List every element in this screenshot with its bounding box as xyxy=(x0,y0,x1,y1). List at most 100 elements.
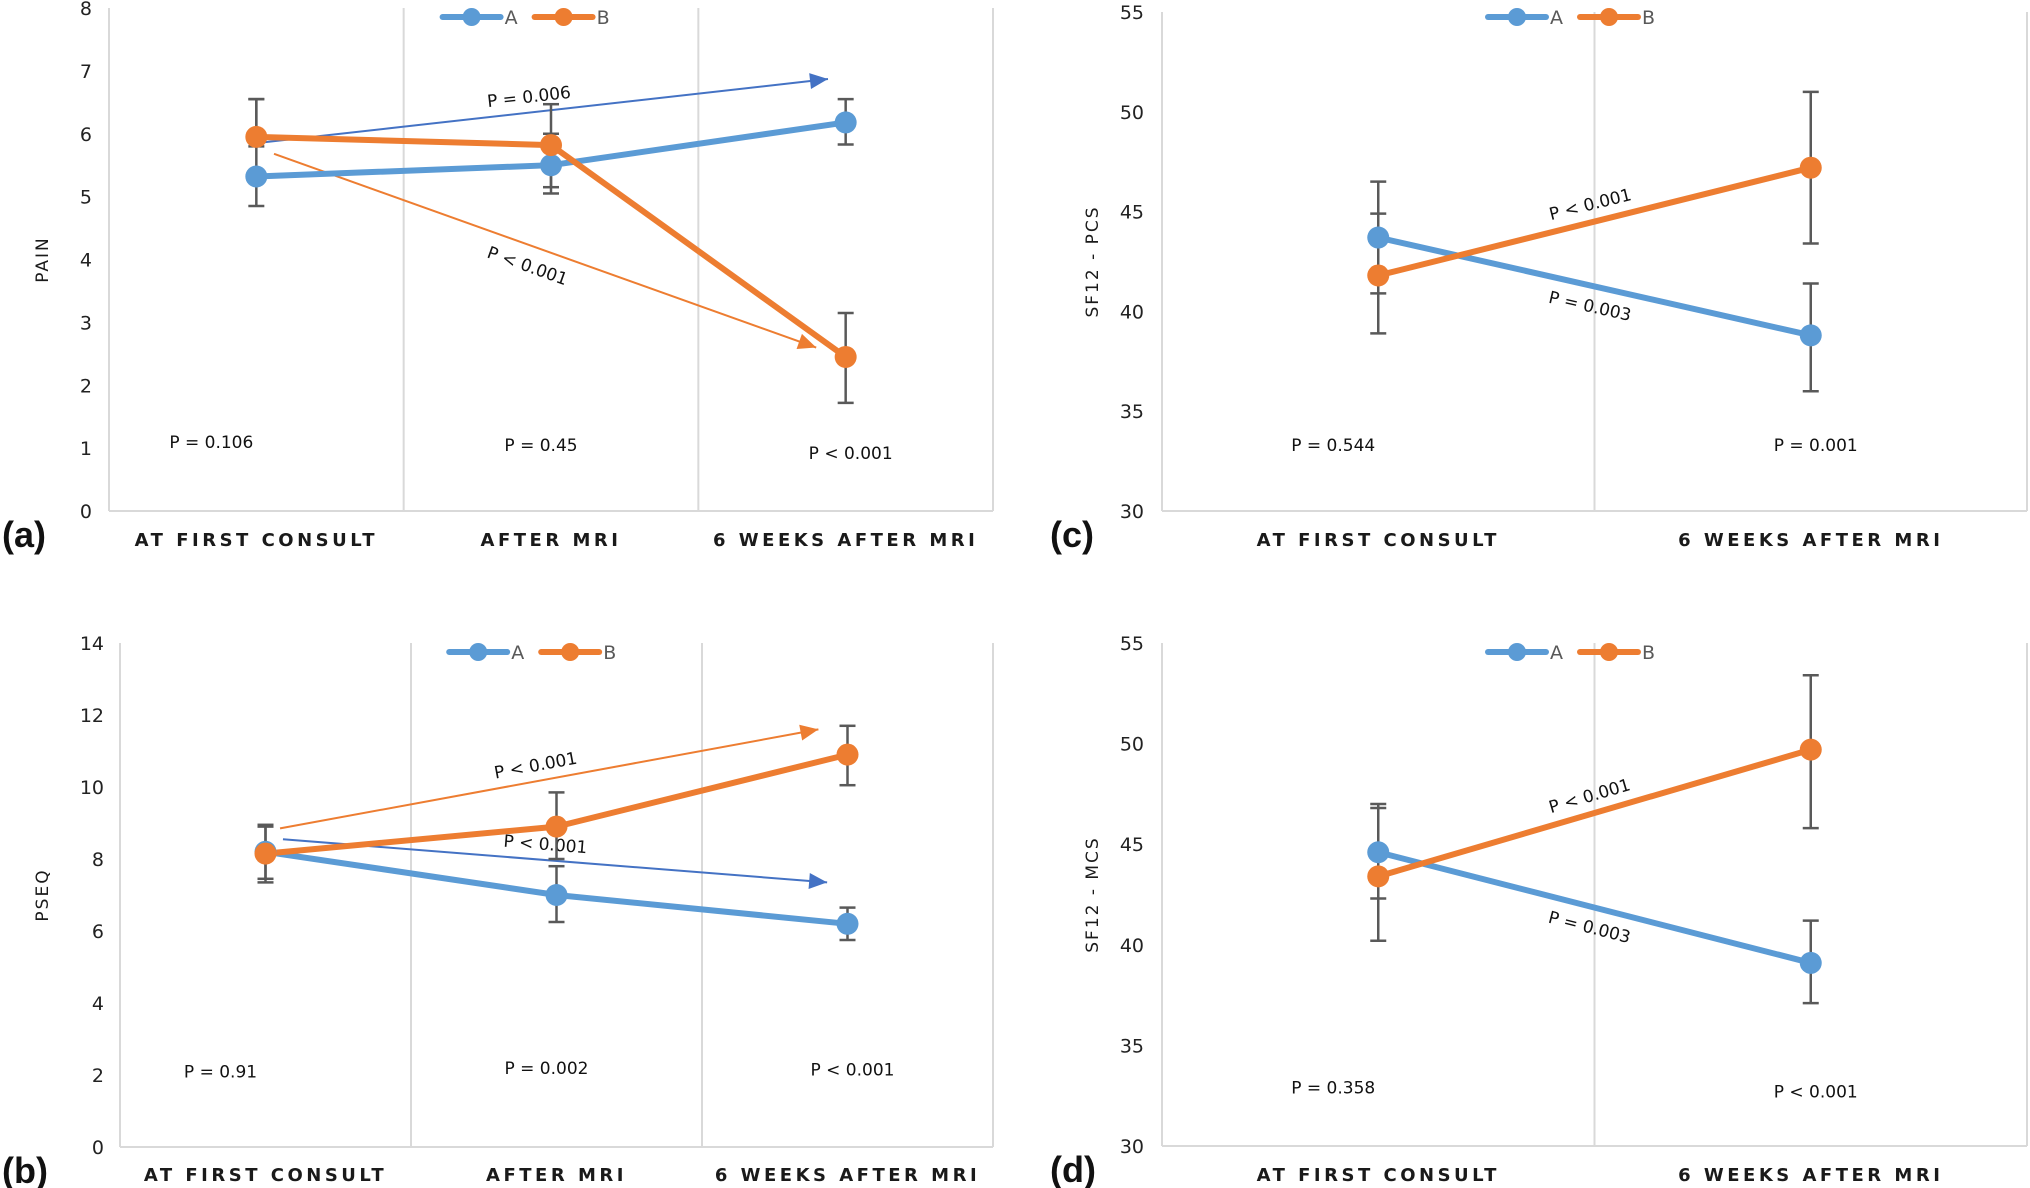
x-category-label: AT FIRST CONSULT xyxy=(135,530,378,551)
group-p-value: P = 0.91 xyxy=(184,1062,257,1082)
legend-label-B: B xyxy=(597,7,610,29)
group-p-value: P = 0.002 xyxy=(505,1059,589,1079)
data-point-B xyxy=(1367,264,1390,287)
y-tick-label: 1 xyxy=(80,438,92,460)
data-point-B xyxy=(254,842,277,865)
y-tick-label: 30 xyxy=(1120,501,1144,523)
series-line-A xyxy=(1377,849,1812,966)
group-p-value: P < 0.001 xyxy=(811,1061,895,1081)
trend-arrow-B xyxy=(279,728,819,830)
x-category-label: AT FIRST CONSULT xyxy=(1257,530,1500,551)
x-category-label: AT FIRST CONSULT xyxy=(1257,1165,1500,1186)
group-p-value: P = 0.001 xyxy=(1774,436,1858,456)
y-tick-label: 10 xyxy=(80,777,104,799)
data-point-A xyxy=(245,165,268,188)
y-axis-title: SF12 - PCS xyxy=(1083,205,1103,317)
group-p-value: P < 0.001 xyxy=(1774,1083,1858,1103)
group-p-value: P = 0.544 xyxy=(1291,436,1375,456)
trend-arrow-A xyxy=(256,78,829,145)
y-tick-label: 45 xyxy=(1120,834,1144,856)
panel-label: (a) xyxy=(2,514,46,555)
y-tick-label: 40 xyxy=(1120,301,1144,323)
data-point-A xyxy=(1367,841,1390,864)
panel-label: (c) xyxy=(1050,514,1094,555)
y-tick-label: 0 xyxy=(92,1137,104,1159)
data-point-A xyxy=(545,884,568,906)
group-p-value: P = 0.45 xyxy=(504,436,577,456)
y-tick-label: 0 xyxy=(80,501,92,523)
y-tick-label: 30 xyxy=(1120,1136,1144,1158)
panel-d-sf12-mcs-chart: 30 35 40 45 50 55 AT FIRST CONSULT 6 WEEKS AFTE… xyxy=(1050,633,2028,1188)
legend-marker-B xyxy=(561,643,580,661)
group-p-value: P < 0.001 xyxy=(809,444,893,464)
x-category-label: AT FIRST CONSULT xyxy=(144,1165,387,1186)
data-point-B xyxy=(545,815,568,838)
x-category-label: 6 WEEKS AFTER MRI xyxy=(715,1165,980,1186)
data-point-B xyxy=(1367,865,1390,888)
y-tick-label: 7 xyxy=(80,61,92,83)
y-axis-title: SF12 - MCS xyxy=(1083,836,1103,952)
line-p-value-B: P < 0.001 xyxy=(1547,185,1633,225)
legend-marker-A xyxy=(1508,8,1526,26)
trend-p-value: P < 0.001 xyxy=(503,832,588,859)
data-point-A xyxy=(1799,951,1822,974)
legend-label-A: A xyxy=(1550,642,1563,664)
y-tick-label: 2 xyxy=(92,1065,104,1087)
y-tick-label: 5 xyxy=(80,187,92,209)
legend-label-B: B xyxy=(1642,642,1655,664)
y-tick-label: 8 xyxy=(80,0,92,20)
trend-p-value: P < 0.001 xyxy=(484,243,570,290)
y-axis-title: PAIN xyxy=(33,236,53,283)
data-point-B xyxy=(834,345,857,368)
y-tick-label: 50 xyxy=(1120,102,1144,124)
y-tick-label: 6 xyxy=(80,124,92,146)
y-tick-label: 55 xyxy=(1120,633,1144,655)
data-point-A xyxy=(1367,226,1390,249)
y-tick-label: 55 xyxy=(1120,2,1144,24)
y-tick-label: 35 xyxy=(1120,401,1144,423)
group-p-value: P = 0.106 xyxy=(169,433,253,453)
data-point-B xyxy=(245,125,268,148)
x-category-label: AFTER MRI xyxy=(481,530,622,551)
data-point-B xyxy=(540,134,562,157)
y-tick-label: 4 xyxy=(80,250,92,272)
data-point-B xyxy=(1799,738,1822,761)
y-tick-label: 35 xyxy=(1120,1035,1144,1057)
y-tick-label: 50 xyxy=(1120,734,1144,756)
x-category-label: 6 WEEKS AFTER MRI xyxy=(1678,1165,1943,1186)
legend-marker-A xyxy=(462,8,481,26)
legend-label-A: A xyxy=(1550,7,1563,29)
x-category-label: 6 WEEKS AFTER MRI xyxy=(713,530,978,551)
y-tick-label: 14 xyxy=(80,633,104,655)
series-line-B xyxy=(1377,746,1812,880)
y-axis-title: PSEQ xyxy=(33,868,53,921)
trend-arrow-B xyxy=(273,152,817,349)
legend-label-B: B xyxy=(603,642,616,664)
y-tick-label: 3 xyxy=(80,312,92,334)
panel-label: (b) xyxy=(2,1150,48,1188)
y-tick-label: 2 xyxy=(80,375,92,397)
y-tick-label: 12 xyxy=(80,705,104,727)
legend-label-B: B xyxy=(1642,7,1655,29)
panel-a-pain-chart: 0 1 2 3 4 5 6 7 8 AT FIRST CONSULT AFTER MRI 6 WEEK… xyxy=(2,0,994,555)
panel-b-pseq-chart: 0 2 4 6 8 10 12 14 AT FIRST CONSULT AFTER MRI 6 WE… xyxy=(2,633,994,1188)
panel-c-sf12-pcs-chart: 30 35 40 45 50 55 AT FIRST CONSULT 6 WEEKS AFTE… xyxy=(1050,2,2028,555)
data-point-A xyxy=(540,154,562,177)
x-category-label: 6 WEEKS AFTER MRI xyxy=(1678,530,1943,551)
trend-arrowhead-B xyxy=(796,333,817,350)
legend-label-A: A xyxy=(505,7,518,29)
data-point-B xyxy=(1799,156,1822,179)
panel-label: (d) xyxy=(1050,1149,1096,1188)
legend-marker-A xyxy=(469,643,488,661)
trend-arrowhead-A xyxy=(808,873,828,889)
group-p-value: P = 0.358 xyxy=(1291,1079,1375,1099)
y-tick-label: 6 xyxy=(92,921,104,943)
y-tick-label: 4 xyxy=(92,993,104,1015)
data-point-A xyxy=(834,111,857,134)
x-category-label: AFTER MRI xyxy=(486,1165,627,1186)
trend-arrowhead-B xyxy=(799,724,819,741)
legend-marker-A xyxy=(1508,643,1526,661)
legend-marker-B xyxy=(554,8,573,26)
y-tick-label: 45 xyxy=(1120,202,1144,224)
